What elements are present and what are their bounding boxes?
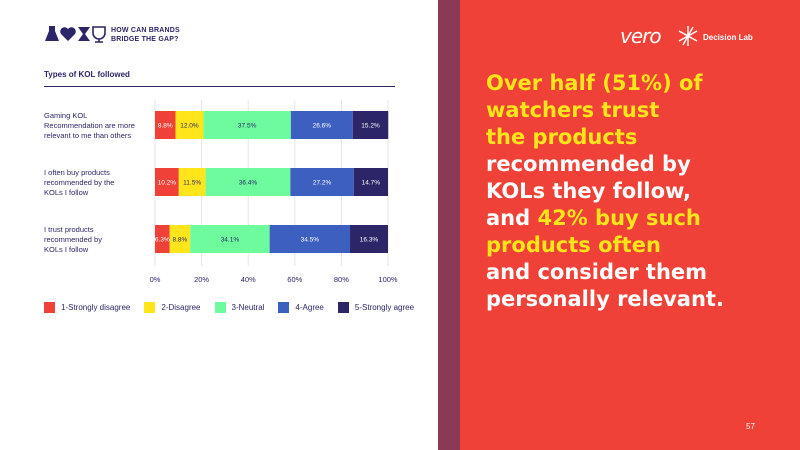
bar-segment (155, 111, 176, 139)
legend-item: 3-Neutral (214, 302, 265, 313)
headline-line: and 42% buy such (486, 205, 786, 232)
bar-segment (155, 168, 179, 196)
brand-glyphs-icon (45, 26, 106, 43)
bar-segment (290, 111, 353, 139)
x-tick-label: 20% (194, 275, 209, 284)
headline-line: recommended by (486, 151, 786, 178)
bar-segment (269, 225, 351, 253)
category-label: I often buy products (44, 168, 110, 177)
divider-stripe (438, 0, 460, 450)
data-label: 12.0% (180, 123, 199, 130)
brand-line-2: BRIDGE THE GAP? (111, 36, 179, 43)
legend-item: 2-Disagree (144, 302, 201, 313)
data-label: 16.3% (360, 237, 379, 244)
legend-label: 2-Disagree (161, 303, 201, 312)
category-label: I trust products (44, 225, 94, 234)
data-label: 36.4% (239, 180, 258, 187)
data-label: 14.7% (362, 180, 381, 187)
category-label: KOLs I follow (44, 188, 89, 197)
brand-line-1: HOW CAN BRANDS (111, 27, 180, 34)
category-label: Gaming KOL (44, 111, 87, 120)
data-label: 27.2% (313, 180, 332, 187)
legend-label: 1-Strongly disagree (61, 303, 131, 312)
headline-highlight: the products (486, 125, 638, 149)
bar-segment (175, 111, 204, 139)
headline-text: KOLs they follow, (486, 179, 692, 203)
headline-highlight: Over half (51%) of (486, 71, 703, 95)
category-label: recommended by (44, 235, 102, 244)
headline-text: personally relevant. (486, 287, 724, 311)
category-label: KOLs I follow (44, 245, 89, 254)
category-label: Recommendation are more (44, 121, 135, 130)
chart-title-rule (44, 86, 395, 87)
data-label: 26.6% (313, 123, 332, 130)
headline-statement: Over half (51%) of watchers trust the prod… (486, 70, 786, 313)
legend-item: 4-Agree (278, 302, 324, 313)
headline-line: KOLs they follow, (486, 178, 786, 205)
legend-swatch (44, 302, 55, 313)
category-label: relevant to me than others (44, 131, 131, 140)
headline-highlight: products often (486, 233, 661, 257)
data-label: 8.8% (173, 237, 188, 244)
bar-segment (203, 111, 291, 139)
right-panel (460, 0, 800, 450)
data-label: 37.5% (238, 123, 257, 130)
legend-swatch (337, 302, 349, 313)
headline-line: Over half (51%) of (486, 70, 786, 97)
legend-swatch (278, 302, 290, 313)
headline-highlight: watchers trust (486, 98, 660, 122)
data-label: 34.1% (221, 237, 240, 244)
x-tick-label: 0% (150, 275, 161, 284)
category-label: recommended by the (44, 178, 114, 187)
headline-line: watchers trust (486, 97, 786, 124)
x-tick-label: 60% (287, 275, 302, 284)
headline-text: and consider them (486, 260, 708, 284)
legend-label: 4-Agree (295, 303, 324, 312)
brand-icon-group (44, 25, 108, 43)
headline-line: and consider them (486, 259, 786, 286)
headline-highlight: 42% buy such (537, 206, 701, 230)
legend-label: 5-Strongly agree (354, 303, 415, 312)
decision-lab-logo-icon (678, 26, 698, 46)
x-tick-label: 40% (241, 275, 256, 284)
data-label: 6.3% (155, 237, 170, 244)
page-number: 57 (746, 422, 755, 431)
chart-title: Types of KOL followed (44, 70, 130, 79)
bar-segment (290, 168, 354, 196)
headline-text: and (486, 206, 538, 230)
data-label: 11.5% (183, 180, 201, 187)
stacked-bar-chart: 0% 20% 40% 60% 80% 100% Gaming KOLRecommendati… (44, 100, 398, 284)
legend-swatch (144, 302, 156, 313)
legend-item: 5-Strongly agree (337, 302, 415, 313)
vero-logo: vero (620, 24, 662, 48)
legend-label: 3-Neutral (231, 303, 265, 312)
headline-text: recommended by (486, 152, 691, 176)
brand-title: HOW CAN BRANDS BRIDGE THE GAP? (111, 26, 180, 44)
bar-segment (178, 168, 206, 196)
bar-segment (352, 111, 389, 139)
bar-segment (353, 168, 388, 196)
data-label: 15.2% (361, 123, 380, 130)
headline-line: personally relevant. (486, 286, 786, 313)
headline-line: products often (486, 232, 786, 259)
chart-legend: 1-Strongly disagree 2-Disagree 3-Neutral 4-… (44, 302, 428, 313)
x-tick-label: 100% (378, 275, 398, 284)
bar-segment (155, 225, 170, 253)
headline-line: the products (486, 124, 786, 151)
bar-segment (190, 225, 270, 253)
bar-segment (205, 168, 291, 196)
legend-item: 1-Strongly disagree (44, 302, 130, 313)
decision-lab-logo-text: Decision Lab (703, 33, 753, 42)
bar-segment (169, 225, 191, 253)
data-label: 34.5% (301, 237, 320, 244)
data-label: 10.2% (158, 180, 177, 187)
x-tick-label: 80% (334, 275, 349, 284)
bar-segment (350, 225, 388, 253)
data-label: 8.8% (158, 123, 173, 130)
legend-swatch (214, 302, 226, 313)
